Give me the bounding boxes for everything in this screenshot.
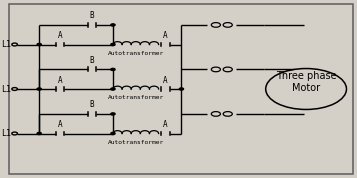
Circle shape (111, 43, 115, 46)
Text: B: B (90, 100, 94, 109)
Text: A: A (58, 31, 62, 40)
Text: Autotransformer: Autotransformer (108, 140, 164, 145)
Circle shape (111, 88, 115, 90)
Text: Autotransformer: Autotransformer (108, 51, 164, 56)
Text: A: A (58, 75, 62, 85)
Text: Autotransformer: Autotransformer (108, 95, 164, 100)
Circle shape (37, 43, 41, 46)
Text: A: A (163, 31, 168, 40)
Circle shape (111, 132, 115, 135)
Circle shape (111, 24, 115, 26)
Circle shape (179, 88, 183, 90)
Text: A: A (163, 75, 168, 85)
Text: Three phase
Motor: Three phase Motor (276, 71, 336, 93)
Circle shape (37, 88, 41, 90)
Text: L1: L1 (1, 40, 11, 49)
Text: A: A (163, 120, 168, 129)
Text: L1: L1 (1, 85, 11, 93)
Text: A: A (58, 120, 62, 129)
Circle shape (111, 68, 115, 70)
Text: B: B (90, 11, 94, 20)
Circle shape (111, 113, 115, 115)
Circle shape (37, 132, 41, 135)
Text: L1: L1 (1, 129, 11, 138)
Text: B: B (90, 56, 94, 65)
